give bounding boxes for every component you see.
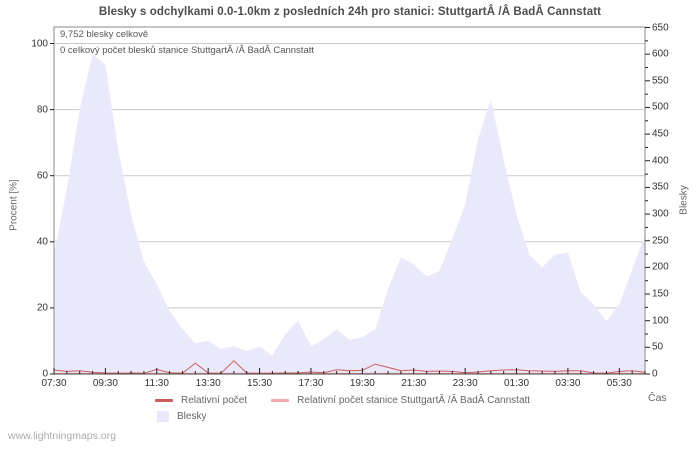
left-tick-label: 80 bbox=[36, 104, 48, 116]
x-tick-label: 15:30 bbox=[247, 378, 273, 389]
right-tick-label: 100 bbox=[652, 315, 669, 327]
strikes-area-series bbox=[54, 54, 645, 374]
right-tick-label: 500 bbox=[652, 101, 669, 113]
x-tick-label: 05:30 bbox=[606, 378, 632, 389]
legend-label-station-relative-count: Relativní počet stanice StuttgartÂ /Â Ba… bbox=[297, 395, 531, 406]
right-tick-label: 600 bbox=[652, 48, 669, 60]
x-tick-label: 23:30 bbox=[452, 378, 478, 389]
right-tick-label: 650 bbox=[652, 22, 669, 33]
legend-row-1: Relativní počet Relativní počet stanice … bbox=[155, 395, 554, 406]
relative-count-series bbox=[53, 360, 646, 374]
left-tick-label: 100 bbox=[31, 38, 48, 49]
x-tick-label: 03:30 bbox=[555, 378, 581, 389]
right-tick-label: 300 bbox=[652, 208, 669, 220]
right-tick-label: 550 bbox=[652, 75, 669, 87]
x-tick-label: 13:30 bbox=[195, 378, 221, 389]
x-tick-label: 17:30 bbox=[298, 378, 324, 389]
right-tick-label: 150 bbox=[652, 288, 669, 300]
x-tick-label: 01:30 bbox=[504, 378, 530, 389]
left-tick-label: 60 bbox=[36, 170, 48, 182]
x-tick-label: 09:30 bbox=[92, 378, 118, 389]
x-tick-label: 21:30 bbox=[401, 378, 427, 389]
x-tick-label: 19:30 bbox=[349, 378, 375, 389]
right-tick-label: 50 bbox=[652, 341, 664, 353]
legend-label-relative-count: Relativní počet bbox=[181, 395, 248, 406]
station-strikes-annotation: 0 celkový počet blesků stanice Stuttgart… bbox=[60, 45, 314, 56]
page-title: Blesky s odchylkami 0.0-1.0km z poslední… bbox=[98, 6, 602, 18]
x-axis-title: Čas bbox=[648, 392, 667, 404]
left-tick-label: 20 bbox=[36, 302, 48, 314]
x-tick-label: 11:30 bbox=[144, 378, 169, 389]
strikes-area-swatch bbox=[157, 411, 169, 422]
legend-row-2: Blesky bbox=[157, 411, 230, 422]
watermark: www.lightningmaps.org bbox=[8, 430, 116, 442]
right-tick-label: 250 bbox=[652, 235, 669, 247]
right-axis-title: Blesky bbox=[678, 185, 690, 215]
left-tick-label: 40 bbox=[36, 236, 48, 248]
right-tick-label: 450 bbox=[652, 128, 669, 140]
station-relative-count-line-swatch bbox=[271, 399, 290, 402]
right-tick-label: 400 bbox=[652, 155, 669, 167]
right-tick-label: 350 bbox=[652, 181, 669, 193]
right-tick-label: 200 bbox=[652, 261, 669, 273]
left-tick-label: 0 bbox=[42, 368, 48, 380]
left-axis-title: Procent [%] bbox=[8, 179, 20, 231]
relative-count-line-swatch bbox=[155, 399, 173, 402]
legend-label-strikes: Blesky bbox=[177, 411, 207, 422]
right-tick-label: 0 bbox=[652, 368, 658, 380]
total-strikes-annotation: 9,752 blesky celkově bbox=[60, 29, 149, 40]
x-tick-label: 07:30 bbox=[41, 378, 67, 389]
